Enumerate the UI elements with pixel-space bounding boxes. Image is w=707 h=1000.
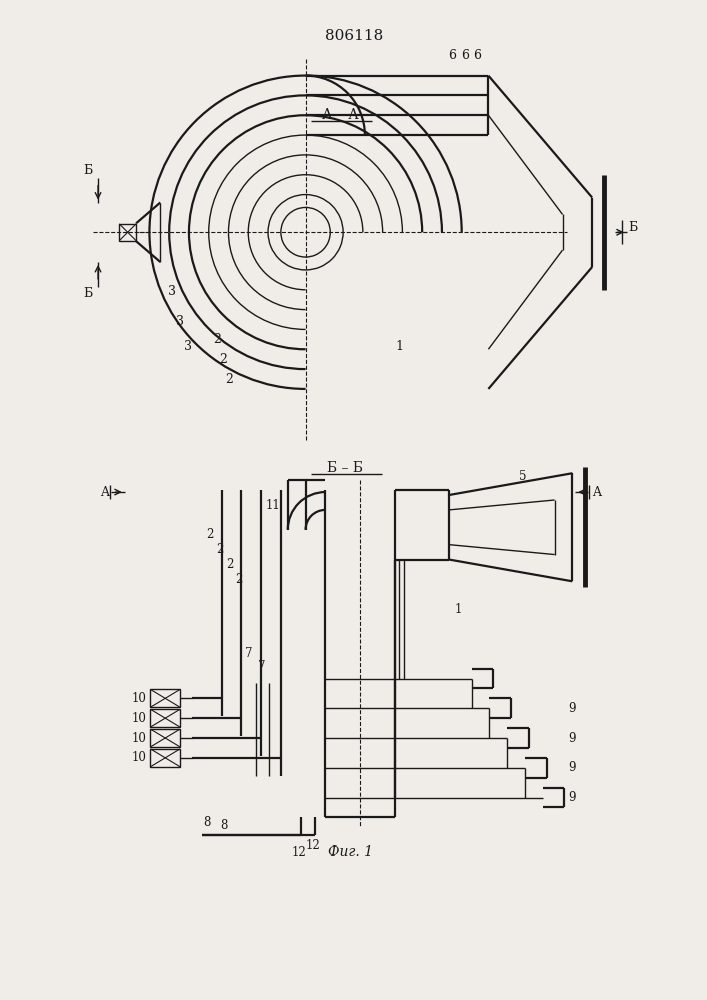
Text: 10: 10 <box>132 751 147 764</box>
Text: 11: 11 <box>266 499 281 512</box>
Text: 3: 3 <box>184 340 192 353</box>
Text: 2: 2 <box>216 543 223 556</box>
Text: 6: 6 <box>448 49 456 62</box>
Text: 10: 10 <box>132 692 147 705</box>
Bar <box>119 224 136 241</box>
Text: 2: 2 <box>220 353 228 366</box>
Text: Б: Б <box>83 287 92 300</box>
Text: Б – Б: Б – Б <box>327 461 363 475</box>
Text: 2: 2 <box>213 333 221 346</box>
Text: Б: Б <box>83 164 92 177</box>
Text: 1: 1 <box>455 603 462 616</box>
Bar <box>151 749 180 767</box>
Text: 2: 2 <box>206 528 214 541</box>
Text: 6: 6 <box>474 49 481 62</box>
Text: Фиг. 1: Фиг. 1 <box>327 845 373 859</box>
Bar <box>151 709 180 727</box>
Text: 9: 9 <box>568 761 576 774</box>
Text: 2: 2 <box>226 373 233 386</box>
Text: 806118: 806118 <box>325 29 383 43</box>
Text: 2: 2 <box>235 573 243 586</box>
Text: 7: 7 <box>245 647 253 660</box>
Bar <box>151 689 180 707</box>
Text: 3: 3 <box>176 315 184 328</box>
Text: А – А: А – А <box>322 108 358 122</box>
Bar <box>151 729 180 747</box>
Text: 6: 6 <box>461 49 469 62</box>
Text: 12: 12 <box>291 846 306 859</box>
Text: 10: 10 <box>132 712 147 725</box>
Text: A: A <box>592 486 601 499</box>
Text: 5: 5 <box>519 470 527 483</box>
Text: 3: 3 <box>168 285 176 298</box>
Text: 9: 9 <box>568 702 576 715</box>
Text: 9: 9 <box>568 732 576 745</box>
Text: A: A <box>100 486 109 499</box>
Text: 10: 10 <box>132 732 147 745</box>
Text: 8: 8 <box>220 819 227 832</box>
Text: Б: Б <box>629 221 638 234</box>
Text: 8: 8 <box>203 816 211 829</box>
Text: 1: 1 <box>395 340 404 353</box>
Text: 2: 2 <box>226 558 233 571</box>
Text: 9: 9 <box>568 791 576 804</box>
Text: 7: 7 <box>258 660 266 673</box>
Text: 12: 12 <box>306 839 321 852</box>
